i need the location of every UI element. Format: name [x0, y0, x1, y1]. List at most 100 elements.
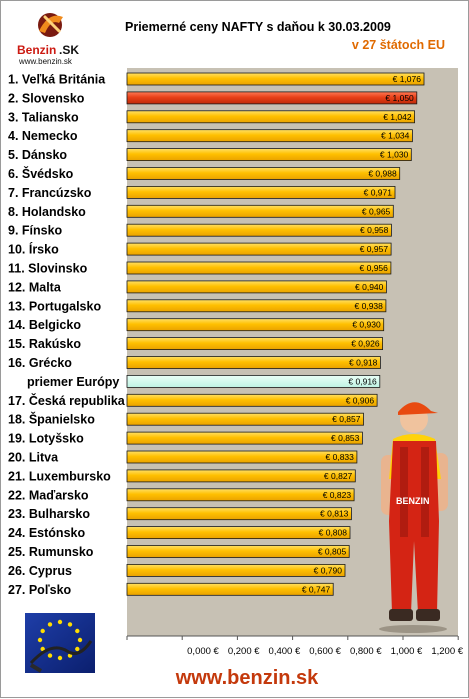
bar-average: [126, 374, 381, 388]
x-tick-label: 1,200 €: [431, 646, 463, 657]
bar-value-label: € 0,938: [355, 301, 384, 311]
category-label: 14. Belgicko: [8, 318, 81, 332]
flag-star-icon: [77, 637, 83, 643]
flag-star-icon: [57, 619, 63, 625]
flag-star-icon: [37, 637, 43, 643]
bar: [126, 337, 384, 351]
flag-star-icon: [47, 622, 53, 627]
x-tick-label: 0,800 €: [350, 646, 382, 657]
category-label: 7. Francúzsko: [8, 186, 92, 200]
bar: [126, 545, 350, 558]
bar-value-label: € 0,747: [302, 584, 331, 594]
flag-star-icon: [40, 628, 45, 634]
category-label: 20. Litva: [8, 451, 59, 465]
bar-value-label: € 0,916: [348, 376, 377, 386]
bar-value-label: € 0,853: [331, 433, 360, 443]
bar: [126, 299, 387, 313]
category-label: 15. Rakúsko: [8, 337, 81, 351]
chart-subtitle: v 27 štátoch EU: [352, 38, 445, 52]
bar: [126, 242, 392, 256]
bar-value-label: € 1,042: [383, 112, 412, 122]
category-label: 23. Bulharsko: [8, 507, 90, 521]
bar: [126, 507, 352, 521]
category-label: 25. Rumunsko: [8, 545, 94, 559]
bar: [126, 318, 385, 332]
bar: [126, 469, 356, 483]
bar: [126, 356, 381, 369]
category-label: 5. Dánsko: [8, 148, 67, 162]
x-tick-label: 0,200 €: [228, 646, 260, 657]
bar-value-label: € 0,956: [360, 263, 389, 273]
bar-value-label: € 0,988: [368, 169, 397, 179]
x-tick-label: 0,400 €: [269, 646, 301, 657]
value-labels: € 1,076 € 1,050 € 1,042 € 1,034 € 1,030 € 0,9…: [302, 74, 421, 594]
bar: [126, 204, 394, 218]
bar-value-label: € 0,827: [324, 471, 353, 481]
bar: [126, 148, 412, 162]
bar-value-label: € 1,076: [393, 74, 422, 84]
x-tick-label: 1,000 €: [391, 646, 423, 657]
bar-value-label: € 0,805: [318, 547, 347, 557]
bar-value-label: € 0,808: [319, 528, 348, 538]
logo-suffix: .SK: [59, 43, 79, 57]
bar-value-label: € 0,926: [351, 339, 380, 349]
category-label: 24. Estónsko: [8, 526, 85, 540]
flag-star-icon: [47, 653, 53, 658]
bar: [126, 393, 378, 407]
bar-value-label: € 0,857: [332, 414, 361, 424]
bar: [126, 223, 392, 237]
bar: [126, 488, 355, 502]
bar-value-label: € 0,813: [320, 509, 349, 519]
flag-star-icon: [57, 655, 63, 661]
category-labels: 1. Veľká Británia 2. Slovensko 3. Taliansk…: [8, 73, 126, 597]
bar: [126, 412, 364, 426]
bar-value-label: € 0,823: [323, 490, 352, 500]
logo-url: www.benzin.sk: [18, 57, 73, 66]
eu-flag-image: [25, 613, 95, 673]
bar: [126, 280, 387, 294]
category-label: 13. Portugalsko: [8, 299, 101, 313]
x-tick-label: 0,600 €: [309, 646, 341, 657]
bar: [126, 167, 401, 180]
category-label: 8. Holandsko: [8, 205, 86, 219]
svg-text:BENZIN: BENZIN: [396, 496, 430, 506]
benzin-logo: Benzin .SK www.benzin.sk: [17, 13, 79, 66]
bars-layer: [126, 72, 425, 596]
bar: [126, 185, 396, 199]
chart-title: Priemerné ceny NAFTY s daňou k 30.03.200…: [125, 20, 391, 34]
bar: [126, 526, 351, 539]
logo-brand: Benzin: [17, 43, 56, 57]
mascot-mechanic-icon: BENZIN: [379, 402, 448, 633]
bar: [126, 129, 413, 143]
bar-value-label: € 1,030: [380, 150, 409, 160]
x-axis-ticks: 0,000 € 0,200 € 0,400 € 0,600 € 0,800 € 1,000…: [126, 636, 464, 657]
bar-value-label: € 0,971: [364, 187, 393, 197]
category-label: 1. Veľká Británia: [8, 73, 106, 87]
category-label: 3. Taliansko: [8, 110, 79, 124]
category-label: 26. Cyprus: [8, 564, 72, 578]
bar-value-label: € 1,034: [381, 131, 410, 141]
category-label: 2. Slovensko: [8, 91, 85, 105]
bar-value-label: € 0,965: [362, 206, 391, 216]
bar-value-label: € 0,790: [314, 565, 343, 575]
bar: [126, 582, 334, 596]
flag-star-icon: [67, 622, 73, 627]
bar-value-label: € 0,940: [355, 282, 384, 292]
category-label: 10. Írsko: [8, 242, 59, 257]
category-label: 4. Nemecko: [8, 129, 78, 143]
bar-value-label: € 0,957: [360, 244, 389, 254]
category-label: 19. Lotyšsko: [8, 432, 84, 446]
bar: [126, 110, 416, 124]
category-label: 9. Fínsko: [8, 224, 63, 238]
flag-star-icon: [40, 646, 45, 652]
category-label: 12. Malta: [8, 280, 62, 294]
bar-value-label: € 0,906: [346, 395, 375, 405]
bar: [126, 564, 346, 577]
category-label: 22. Maďarsko: [8, 488, 89, 502]
category-label: 21. Luxembursko: [8, 469, 111, 483]
footer-url: www.benzin.sk: [175, 667, 319, 689]
category-label: 16. Grécko: [8, 356, 72, 370]
category-label: 18. Španielsko: [8, 412, 95, 427]
